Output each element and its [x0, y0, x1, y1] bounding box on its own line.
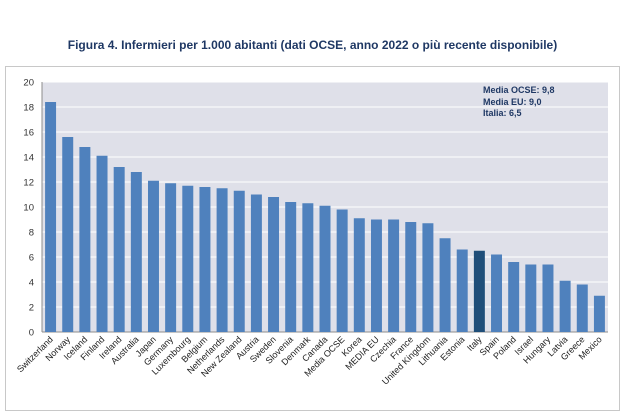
y-tick-label: 14 [23, 153, 34, 164]
bar-czechia [388, 219, 400, 332]
bar-switzerland [45, 102, 57, 332]
bar-germany [165, 183, 177, 332]
y-tick-label: 20 [23, 78, 34, 89]
bar-finland [96, 155, 108, 332]
bar-media-ocse [336, 209, 348, 332]
y-tick-label: 10 [23, 203, 34, 214]
bar-estonia [456, 249, 468, 332]
bar-iceland [79, 147, 91, 332]
y-tick-label: 8 [29, 228, 34, 239]
bar-spain [491, 254, 503, 332]
bar-mexico [593, 295, 605, 332]
bar-ireland [113, 167, 125, 332]
bar-latvia [559, 280, 571, 332]
y-tick-label: 12 [23, 178, 34, 189]
bar-france [405, 222, 417, 332]
bar-sweden [268, 197, 280, 332]
y-tick-label: 4 [29, 278, 34, 289]
y-tick-label: 16 [23, 128, 34, 139]
bar-slovenia [285, 202, 297, 332]
bar-norway [62, 137, 74, 332]
bar-belgium [199, 187, 211, 332]
bar-netherlands [216, 188, 228, 332]
bar-canada [319, 205, 331, 332]
bar-hungary [542, 264, 554, 332]
bar-italy [473, 250, 485, 332]
chart-title: Figura 4. Infermieri per 1.000 abitanti … [67, 38, 558, 52]
bar-greece [576, 284, 588, 332]
annotation-media-ocse: Media OCSE: 9,8 [483, 85, 555, 95]
bar-united-kingdom [422, 223, 434, 332]
bar-luxembourg [182, 185, 194, 332]
bar-poland [508, 262, 520, 332]
chart-frame [5, 66, 620, 411]
bar-israel [525, 264, 537, 332]
y-tick-label: 6 [29, 253, 34, 264]
bar-denmark [302, 203, 314, 332]
bar-media-eu [370, 219, 382, 332]
bar-lithuania [439, 238, 451, 332]
bar-new-zealand [233, 190, 245, 332]
y-tick-label: 18 [23, 103, 34, 114]
y-tick-label: 2 [29, 303, 34, 314]
y-tick-label: 0 [29, 328, 34, 339]
annotation-italia: Italia: 6,5 [483, 108, 522, 118]
bar-korea [353, 218, 365, 332]
bar-japan [147, 180, 159, 332]
bar-australia [130, 172, 142, 332]
bar-austria [250, 194, 262, 332]
annotation-box: Media OCSE: 9,8 Media EU: 9,0 Italia: 6,… [483, 85, 555, 120]
annotation-media-eu: Media EU: 9,0 [483, 96, 542, 107]
